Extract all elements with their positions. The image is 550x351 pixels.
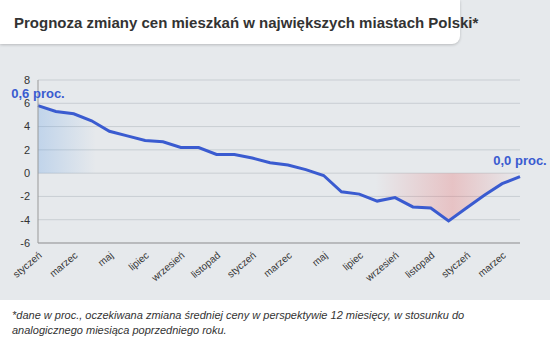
svg-text:maj: maj [96,250,115,269]
svg-text:-2: -2 [20,190,30,202]
svg-text:listopad: listopad [189,250,222,281]
svg-text:wrzesień: wrzesień [149,250,187,284]
svg-text:marzec: marzec [47,250,79,280]
html-text:*dane w proc., oczekiwana zmia: *dane w proc., oczekiwana zmiana średnie… [12,309,465,336]
svg-text:6: 6 [23,97,30,110]
svg-text:styczeń: styczeń [11,250,44,280]
svg-text:lipiec: lipiec [341,250,366,273]
svg-text:wrzesień: wrzesień [363,250,401,284]
svg-text:2: 2 [24,144,30,156]
html-text:Prognoza zmiany cen mieszkań w: Prognoza zmiany cen mieszkań w największ… [14,14,479,31]
svg-text:-4: -4 [20,214,30,226]
svg-text:styczeń: styczeń [225,250,258,280]
svg-text:maj: maj [310,250,329,269]
svg-text:0,0 proc.: 0,0 proc. [493,153,546,168]
svg-text:4: 4 [24,120,30,132]
svg-text:0: 0 [24,167,30,179]
svg-text:8: 8 [24,74,30,86]
svg-text:-6: -6 [20,237,30,249]
svg-text:marzec: marzec [262,250,294,280]
svg-text:marzec: marzec [476,250,508,280]
svg-text:0,6 proc.: 0,6 proc. [11,86,64,101]
svg-text:styczeń: styczeń [439,250,472,280]
svg-text:lipiec: lipiec [126,250,151,273]
svg-text:listopad: listopad [403,250,436,281]
